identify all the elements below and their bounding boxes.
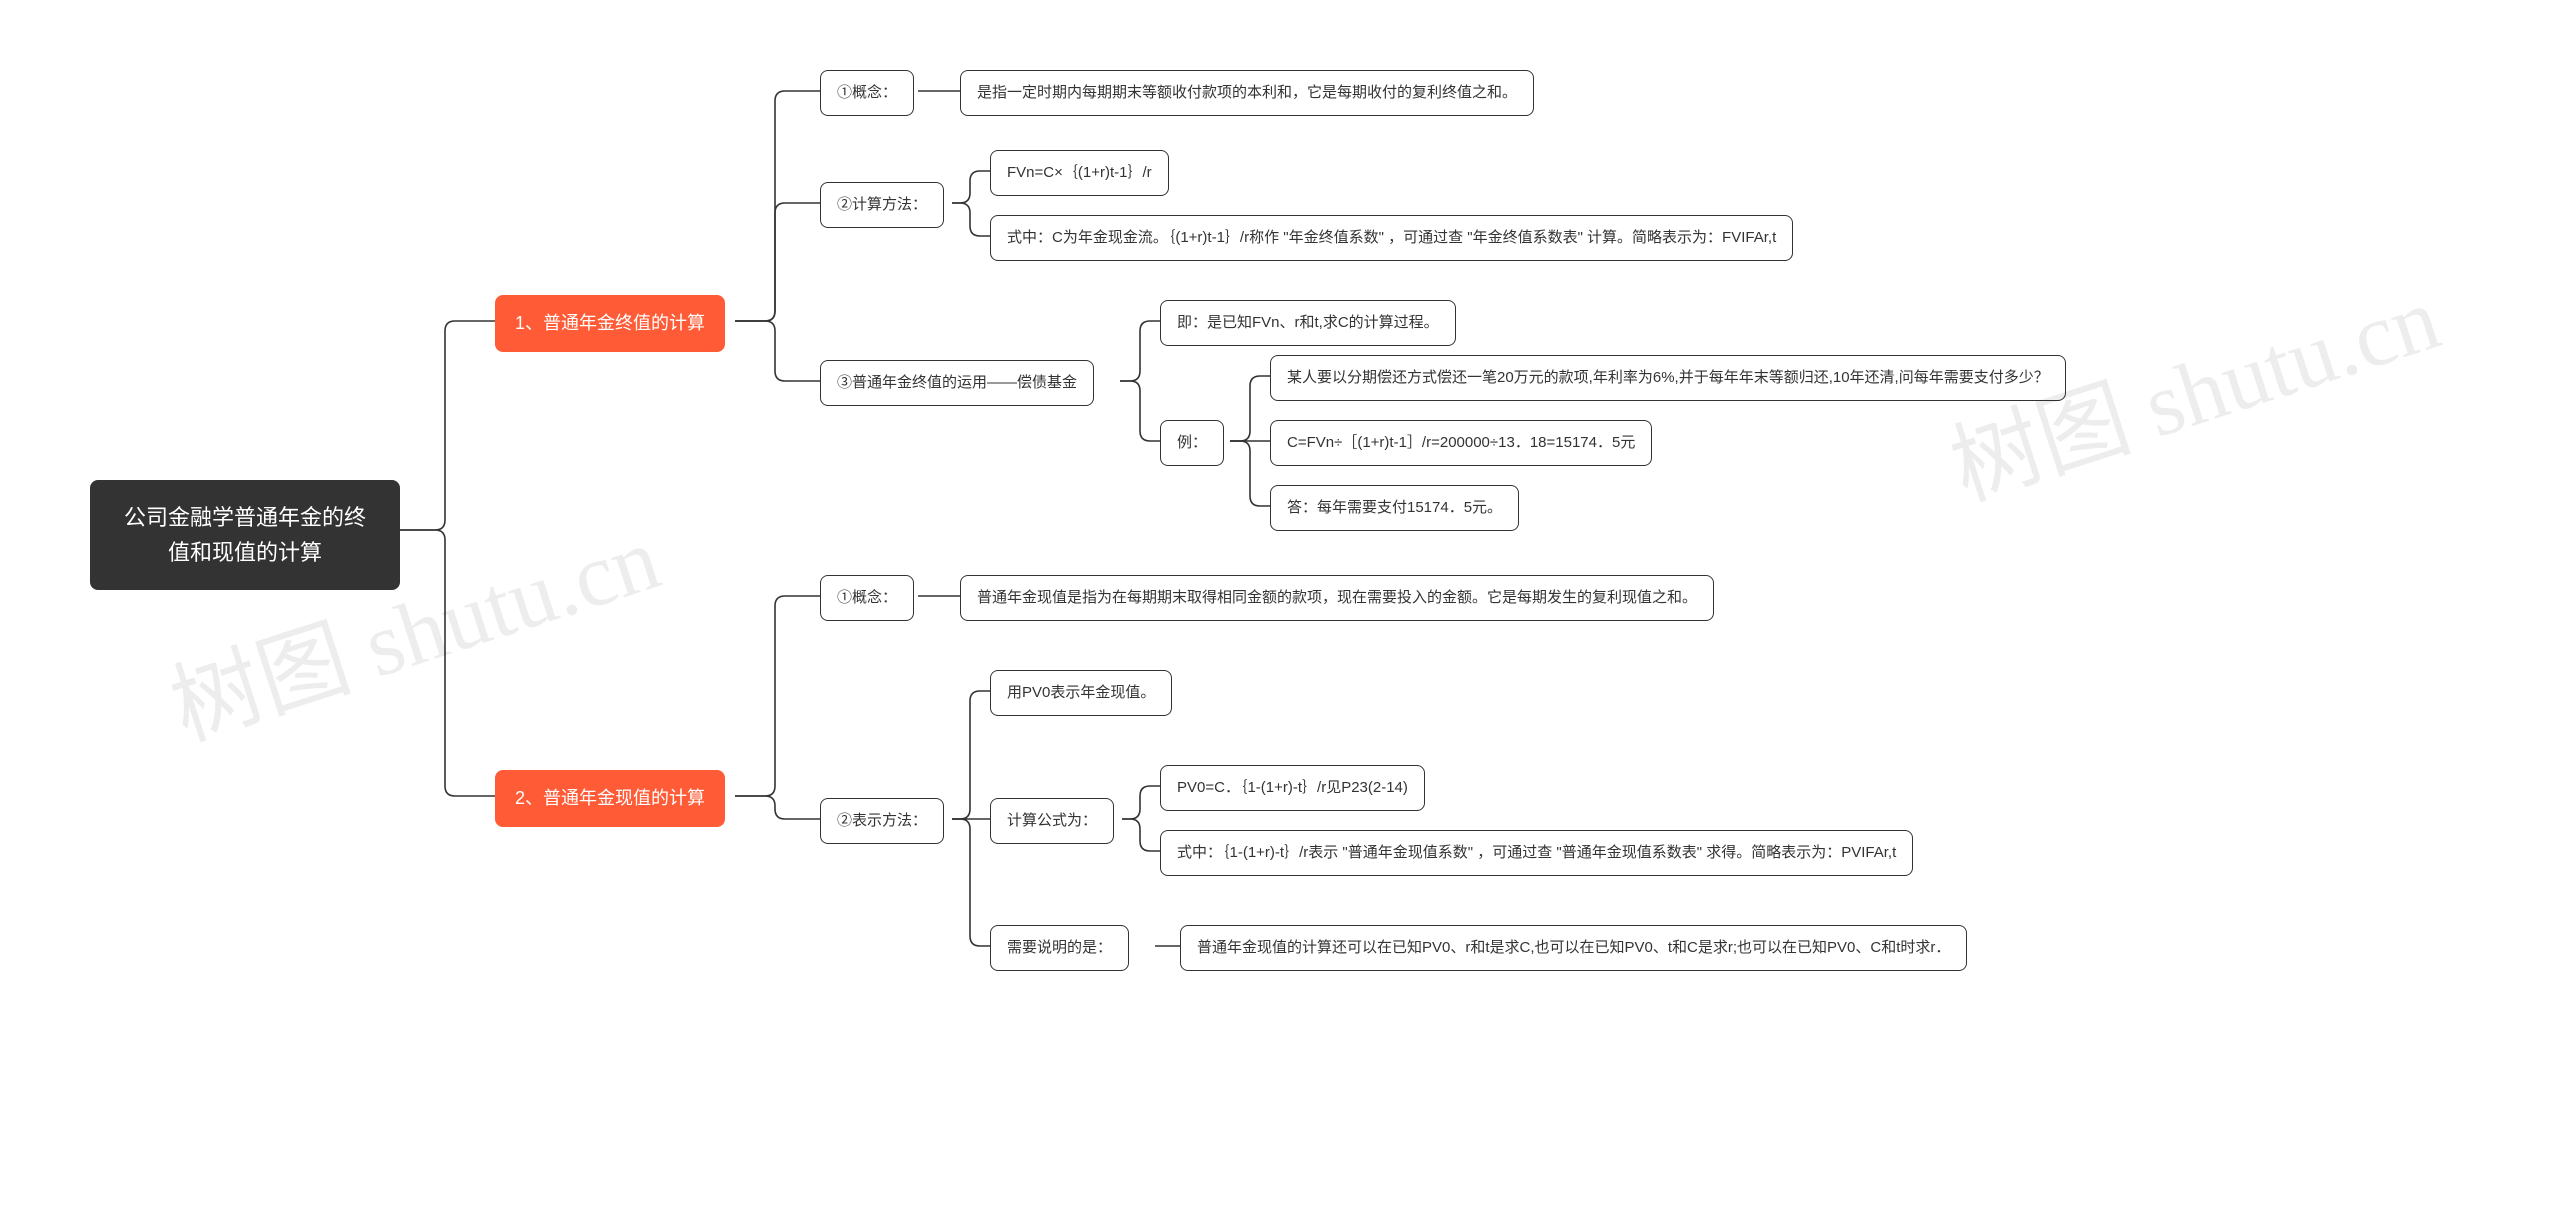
connector-path — [735, 321, 820, 381]
leaf-example-calc: C=FVn÷［(1+r)t-1］/r=200000÷13．18=15174．5元 — [1270, 420, 1652, 466]
root-node: 公司金融学普通年金的终值和现值的计算 — [90, 480, 400, 590]
leaf-concept-2: ①概念： — [820, 575, 914, 621]
leaf-concept-1-desc: 是指一定时期内每期期末等额收付款项的本利和，它是每期收付的复利终值之和。 — [960, 70, 1534, 116]
leaf-method-2b-formula: PV0=C．｛1-(1+r)-t｝/r见P23(2-14) — [1160, 765, 1425, 811]
leaf-method-2c-desc: 普通年金现值的计算还可以在已知PV0、r和t是求C,也可以在已知PV0、t和C是… — [1180, 925, 1967, 971]
connector-path — [400, 321, 495, 530]
leaf-concept-1: ①概念： — [820, 70, 914, 116]
leaf-method-2b-explain: 式中：｛1-(1+r)-t｝/r表示 "普通年金现值系数" ，可通过查 "普通年… — [1160, 830, 1913, 876]
leaf-method-1-explain: 式中：C为年金现金流。｛(1+r)t-1｝/r称作 "年金终值系数" ，可通过查… — [990, 215, 1793, 261]
connector-path — [735, 796, 820, 819]
connector-path — [1120, 321, 1160, 381]
leaf-concept-2-desc: 普通年金现值是指为在每期期末取得相同金额的款项，现在需要投入的金额。它是每期发生… — [960, 575, 1714, 621]
connector-path — [735, 596, 820, 796]
connector-path — [952, 171, 990, 203]
leaf-example-ans: 答：每年需要支付15174．5元。 — [1270, 485, 1519, 531]
connector-path — [735, 203, 820, 321]
leaf-use-1-desc: 即：是已知FVn、r和t,求C的计算过程。 — [1160, 300, 1456, 346]
leaf-method-1-formula: FVn=C×｛(1+r)t-1｝/r — [990, 150, 1169, 196]
leaf-method-2: ②表示方法： — [820, 798, 944, 844]
connector-path — [952, 203, 990, 236]
connector-path — [1122, 786, 1160, 819]
connector-path — [400, 530, 495, 796]
leaf-example: 例： — [1160, 420, 1224, 466]
connector-path — [952, 691, 990, 819]
connector-path — [1230, 376, 1270, 441]
connector-path — [952, 819, 990, 946]
leaf-method-2b: 计算公式为： — [990, 798, 1114, 844]
leaf-example-q: 某人要以分期偿还方式偿还一笔20万元的款项,年利率为6%,并于每年年末等额归还,… — [1270, 355, 2066, 401]
connector-path — [735, 91, 820, 321]
branch-node-1: 1、普通年金终值的计算 — [495, 295, 725, 352]
connector-path — [1122, 819, 1160, 851]
connector-path — [1120, 381, 1160, 441]
branch-node-2: 2、普通年金现值的计算 — [495, 770, 725, 827]
leaf-method-1: ②计算方法： — [820, 182, 944, 228]
connector-path — [1230, 441, 1270, 506]
leaf-method-2c: 需要说明的是： — [990, 925, 1129, 971]
leaf-method-2a: 用PV0表示年金现值。 — [990, 670, 1172, 716]
leaf-use-1: ③普通年金终值的运用——偿债基金 — [820, 360, 1094, 406]
